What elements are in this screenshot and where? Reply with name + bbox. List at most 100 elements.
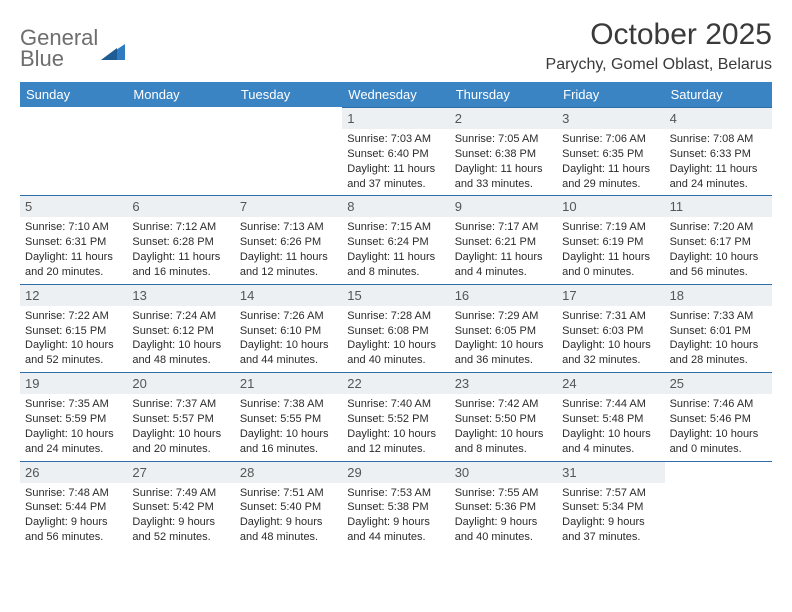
dayname-4: Thursday	[450, 82, 557, 107]
day-info: Sunrise: 7:55 AMSunset: 5:36 PMDaylight:…	[450, 483, 557, 549]
day-number: 18	[665, 285, 772, 306]
day-info: Sunrise: 7:08 AMSunset: 6:33 PMDaylight:…	[665, 129, 772, 195]
day-number: 21	[235, 373, 342, 394]
day-cell-2: 2Sunrise: 7:05 AMSunset: 6:38 PMDaylight…	[450, 107, 557, 195]
day-info: Sunrise: 7:40 AMSunset: 5:52 PMDaylight:…	[342, 394, 449, 460]
day-info: Sunrise: 7:24 AMSunset: 6:12 PMDaylight:…	[127, 306, 234, 372]
day-number: 10	[557, 196, 664, 217]
logo: General Blue	[20, 18, 125, 70]
day-info: Sunrise: 7:49 AMSunset: 5:42 PMDaylight:…	[127, 483, 234, 549]
calendar-body: 1Sunrise: 7:03 AMSunset: 6:40 PMDaylight…	[20, 107, 772, 549]
day-number: 8	[342, 196, 449, 217]
day-cell-4: 4Sunrise: 7:08 AMSunset: 6:33 PMDaylight…	[665, 107, 772, 195]
day-cell-29: 29Sunrise: 7:53 AMSunset: 5:38 PMDayligh…	[342, 461, 449, 549]
day-number: 25	[665, 373, 772, 394]
day-number: 19	[20, 373, 127, 394]
day-cell-1: 1Sunrise: 7:03 AMSunset: 6:40 PMDaylight…	[342, 107, 449, 195]
day-number: 15	[342, 285, 449, 306]
day-info: Sunrise: 7:48 AMSunset: 5:44 PMDaylight:…	[20, 483, 127, 549]
day-info: Sunrise: 7:20 AMSunset: 6:17 PMDaylight:…	[665, 217, 772, 283]
day-info: Sunrise: 7:10 AMSunset: 6:31 PMDaylight:…	[20, 217, 127, 283]
day-cell-20: 20Sunrise: 7:37 AMSunset: 5:57 PMDayligh…	[127, 372, 234, 460]
day-number: 5	[20, 196, 127, 217]
logo-text-bottom: Blue	[20, 49, 98, 70]
day-number: 9	[450, 196, 557, 217]
dayname-5: Friday	[557, 82, 664, 107]
day-info: Sunrise: 7:35 AMSunset: 5:59 PMDaylight:…	[20, 394, 127, 460]
day-info: Sunrise: 7:53 AMSunset: 5:38 PMDaylight:…	[342, 483, 449, 549]
day-number: 28	[235, 462, 342, 483]
day-info: Sunrise: 7:12 AMSunset: 6:28 PMDaylight:…	[127, 217, 234, 283]
day-number: 29	[342, 462, 449, 483]
day-number: 13	[127, 285, 234, 306]
day-cell-30: 30Sunrise: 7:55 AMSunset: 5:36 PMDayligh…	[450, 461, 557, 549]
day-info: Sunrise: 7:22 AMSunset: 6:15 PMDaylight:…	[20, 306, 127, 372]
day-cell-23: 23Sunrise: 7:42 AMSunset: 5:50 PMDayligh…	[450, 372, 557, 460]
day-cell-26: 26Sunrise: 7:48 AMSunset: 5:44 PMDayligh…	[20, 461, 127, 549]
day-number: 22	[342, 373, 449, 394]
day-cell-31: 31Sunrise: 7:57 AMSunset: 5:34 PMDayligh…	[557, 461, 664, 549]
day-info: Sunrise: 7:17 AMSunset: 6:21 PMDaylight:…	[450, 217, 557, 283]
day-number: 1	[342, 108, 449, 129]
day-number: 12	[20, 285, 127, 306]
day-cell-3: 3Sunrise: 7:06 AMSunset: 6:35 PMDaylight…	[557, 107, 664, 195]
day-info: Sunrise: 7:03 AMSunset: 6:40 PMDaylight:…	[342, 129, 449, 195]
logo-text: General Blue	[20, 28, 98, 70]
day-number: 2	[450, 108, 557, 129]
day-number: 6	[127, 196, 234, 217]
day-info: Sunrise: 7:05 AMSunset: 6:38 PMDaylight:…	[450, 129, 557, 195]
day-number: 31	[557, 462, 664, 483]
day-number: 26	[20, 462, 127, 483]
day-cell-28: 28Sunrise: 7:51 AMSunset: 5:40 PMDayligh…	[235, 461, 342, 549]
empty-cell	[235, 107, 342, 195]
day-cell-13: 13Sunrise: 7:24 AMSunset: 6:12 PMDayligh…	[127, 284, 234, 372]
calendar-header-row: SundayMondayTuesdayWednesdayThursdayFrid…	[20, 82, 772, 107]
day-cell-9: 9Sunrise: 7:17 AMSunset: 6:21 PMDaylight…	[450, 195, 557, 283]
day-cell-21: 21Sunrise: 7:38 AMSunset: 5:55 PMDayligh…	[235, 372, 342, 460]
dayname-3: Wednesday	[342, 82, 449, 107]
day-number: 11	[665, 196, 772, 217]
day-info: Sunrise: 7:13 AMSunset: 6:26 PMDaylight:…	[235, 217, 342, 283]
day-cell-22: 22Sunrise: 7:40 AMSunset: 5:52 PMDayligh…	[342, 372, 449, 460]
day-number: 16	[450, 285, 557, 306]
day-number: 27	[127, 462, 234, 483]
day-info: Sunrise: 7:51 AMSunset: 5:40 PMDaylight:…	[235, 483, 342, 549]
title-block: October 2025 Parychy, Gomel Oblast, Bela…	[546, 18, 772, 74]
day-info: Sunrise: 7:15 AMSunset: 6:24 PMDaylight:…	[342, 217, 449, 283]
day-cell-16: 16Sunrise: 7:29 AMSunset: 6:05 PMDayligh…	[450, 284, 557, 372]
day-info: Sunrise: 7:29 AMSunset: 6:05 PMDaylight:…	[450, 306, 557, 372]
day-info: Sunrise: 7:06 AMSunset: 6:35 PMDaylight:…	[557, 129, 664, 195]
day-cell-8: 8Sunrise: 7:15 AMSunset: 6:24 PMDaylight…	[342, 195, 449, 283]
day-info: Sunrise: 7:37 AMSunset: 5:57 PMDaylight:…	[127, 394, 234, 460]
day-info: Sunrise: 7:38 AMSunset: 5:55 PMDaylight:…	[235, 394, 342, 460]
day-cell-25: 25Sunrise: 7:46 AMSunset: 5:46 PMDayligh…	[665, 372, 772, 460]
day-cell-18: 18Sunrise: 7:33 AMSunset: 6:01 PMDayligh…	[665, 284, 772, 372]
dayname-0: Sunday	[20, 82, 127, 107]
day-cell-24: 24Sunrise: 7:44 AMSunset: 5:48 PMDayligh…	[557, 372, 664, 460]
dayname-2: Tuesday	[235, 82, 342, 107]
header: General Blue October 2025 Parychy, Gomel…	[20, 18, 772, 74]
day-info: Sunrise: 7:44 AMSunset: 5:48 PMDaylight:…	[557, 394, 664, 460]
day-info: Sunrise: 7:31 AMSunset: 6:03 PMDaylight:…	[557, 306, 664, 372]
day-number: 20	[127, 373, 234, 394]
day-cell-14: 14Sunrise: 7:26 AMSunset: 6:10 PMDayligh…	[235, 284, 342, 372]
dayname-6: Saturday	[665, 82, 772, 107]
day-cell-15: 15Sunrise: 7:28 AMSunset: 6:08 PMDayligh…	[342, 284, 449, 372]
day-cell-11: 11Sunrise: 7:20 AMSunset: 6:17 PMDayligh…	[665, 195, 772, 283]
location: Parychy, Gomel Oblast, Belarus	[546, 56, 772, 74]
day-info: Sunrise: 7:57 AMSunset: 5:34 PMDaylight:…	[557, 483, 664, 549]
day-number: 30	[450, 462, 557, 483]
day-cell-17: 17Sunrise: 7:31 AMSunset: 6:03 PMDayligh…	[557, 284, 664, 372]
empty-cell	[127, 107, 234, 195]
day-cell-7: 7Sunrise: 7:13 AMSunset: 6:26 PMDaylight…	[235, 195, 342, 283]
logo-triangle-icon	[101, 38, 125, 60]
empty-cell	[20, 107, 127, 195]
day-info: Sunrise: 7:33 AMSunset: 6:01 PMDaylight:…	[665, 306, 772, 372]
dayname-1: Monday	[127, 82, 234, 107]
day-number: 17	[557, 285, 664, 306]
day-info: Sunrise: 7:42 AMSunset: 5:50 PMDaylight:…	[450, 394, 557, 460]
day-cell-10: 10Sunrise: 7:19 AMSunset: 6:19 PMDayligh…	[557, 195, 664, 283]
day-number: 24	[557, 373, 664, 394]
day-number: 14	[235, 285, 342, 306]
calendar-page: General Blue October 2025 Parychy, Gomel…	[0, 0, 792, 559]
